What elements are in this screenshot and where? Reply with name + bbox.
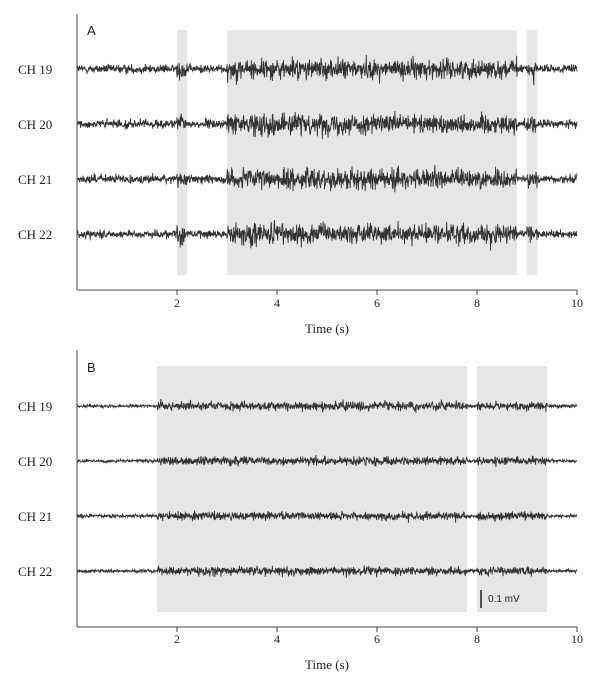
panel-b-channel-label: CH 20 [18, 454, 52, 469]
panel-a-x-tick-label: 10 [571, 296, 583, 310]
panel-b-x-tick-label: 10 [571, 632, 583, 646]
panel-a-trace-ch19 [76, 54, 578, 86]
panel-a-x-tick-label: 2 [174, 296, 180, 310]
panel-b-channel-label: CH 19 [18, 399, 52, 414]
panel-a-trace-ch22 [76, 219, 578, 251]
panel-a-highlight-1 [177, 30, 187, 275]
panel-a-channel-label: CH 21 [18, 172, 52, 187]
panel-a-trace-ch21 [76, 164, 578, 193]
panel-a-channel-label: CH 20 [18, 117, 52, 132]
panel-a-x-axis-title: Time (s) [305, 321, 349, 336]
panel-a-x-tick-label: 6 [374, 296, 380, 310]
panel-b-trace-ch22 [76, 565, 578, 578]
panel-a-highlight-3 [527, 30, 537, 275]
panel-a-x-tick-label: 4 [274, 296, 280, 310]
panel-a-letter: A [87, 23, 96, 38]
panel-a-channel-label: CH 22 [18, 227, 52, 242]
panel-b-trace-ch19 [76, 398, 578, 413]
panel-b-trace-ch20 [76, 454, 578, 468]
panel-b-trace-ch21 [76, 510, 578, 523]
panel-a-x-tick-label: 8 [474, 296, 480, 310]
panel-b-x-tick-label: 6 [374, 632, 380, 646]
panel-b-channel-label: CH 22 [18, 564, 52, 579]
panel-b-channel-label: CH 21 [18, 509, 52, 524]
panel-b-x-axis-title: Time (s) [305, 657, 349, 672]
panel-b-x-tick-label: 2 [174, 632, 180, 646]
panel-a-trace-ch20 [76, 110, 578, 140]
panel-b-x-tick-label: 4 [274, 632, 280, 646]
panel-b-scale-bar-label: 0.1 mV [488, 594, 520, 605]
panel-a-channel-label: CH 19 [18, 62, 52, 77]
panel-b-highlight-2 [477, 366, 547, 612]
panel-b-x-tick-label: 8 [474, 632, 480, 646]
panel-b-letter: B [87, 360, 96, 375]
